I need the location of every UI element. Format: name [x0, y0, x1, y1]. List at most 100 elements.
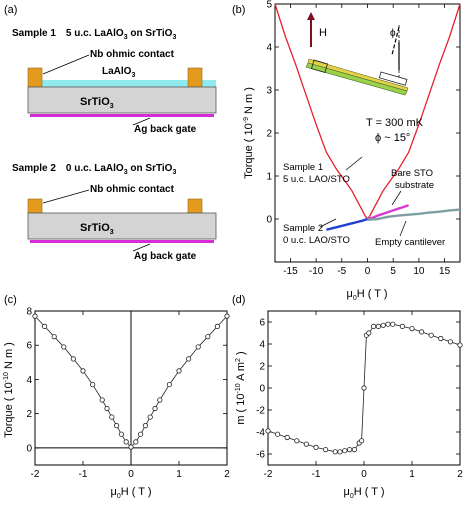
panel-d-point	[337, 449, 343, 455]
panel-b-ylabel: Torque ( 10-9 N m )	[243, 87, 255, 179]
panel-d-point	[366, 330, 372, 336]
panel-c-ytick-label: 2	[26, 409, 32, 420]
panel-c-point	[186, 356, 192, 362]
panel-d-point	[390, 321, 396, 327]
panel-d-xtick-label: 0	[361, 469, 367, 480]
panel-c-point	[157, 397, 163, 403]
panel-c-point	[123, 439, 129, 445]
panel-d-ytick-label: -4	[256, 428, 265, 439]
panel-c-point	[32, 313, 38, 319]
bare-sto-annotation-line1: Bare STO	[391, 168, 433, 179]
panel-d-axis-ticks: -2 -1 0 1 2 -6 -4 -2 0 2 4 6	[256, 311, 463, 480]
panel-d-point	[428, 332, 434, 338]
sample1-ag-gate	[30, 114, 214, 117]
panel-d-point	[358, 438, 365, 444]
panel-d-ytick-label: 4	[259, 340, 265, 351]
panel-d-point	[438, 335, 444, 342]
sample2-substrate-label: SrTiO3	[80, 222, 114, 236]
sample2-contact-label: Nb ohmic contact	[90, 184, 175, 195]
inset-tilted-dashed	[391, 26, 400, 56]
panel-d-point	[361, 385, 367, 391]
panel-d-point	[274, 431, 281, 437]
panel-b-xtick-label: -10	[309, 266, 324, 277]
panel-c-series	[32, 311, 230, 465]
temperature-annotation: T = 300 mK	[366, 117, 424, 129]
panel-c-point	[41, 323, 48, 329]
sample2-annotation-line1: Sample 2	[283, 223, 323, 234]
panel-c-point	[166, 381, 172, 388]
panel-b-xtick-label: 15	[439, 266, 451, 277]
panel-b-series-line-1	[326, 217, 368, 231]
panel-d-point	[342, 448, 348, 454]
panel-b-ytick-label: 4	[266, 43, 272, 54]
panel-c-point	[109, 414, 115, 420]
panel-d-xlabel: μ0H ( T )	[343, 486, 384, 500]
panel-b-series-line-2	[367, 204, 409, 221]
sample2-gate-pointer	[132, 243, 151, 252]
panel-d-point	[399, 323, 405, 329]
sample1-contact-left	[27, 67, 43, 88]
panel-c-xlabel: μ0H ( T )	[110, 486, 151, 500]
panel-c-xtick-label: -2	[31, 469, 40, 480]
panel-d-point	[346, 446, 353, 453]
panel-d-xtick-label: -2	[264, 469, 273, 480]
panel-d-point	[265, 428, 271, 434]
panel-c-axis-ticks: -2 -1 0 1 2 0 2 4 6 8	[26, 307, 230, 481]
panel-b-xtick-label: -5	[337, 266, 346, 277]
angle-annotation: ϕ ~ 15°	[375, 132, 410, 144]
sample1-contact-right	[187, 67, 203, 88]
panel-b-ytick-label: 1	[266, 172, 272, 183]
panel-b-xtick-label: 0	[365, 266, 371, 277]
cantilever-electrode	[378, 71, 408, 86]
panel-d-ytick-label: 2	[259, 362, 265, 373]
panel-c-point	[114, 423, 120, 429]
panel-c-point	[90, 381, 96, 388]
panel-c-point	[118, 431, 125, 437]
panel-c-ytick-label: 4	[26, 375, 32, 386]
panel-d-ytick-label: -6	[256, 450, 265, 461]
panel-c-point	[80, 368, 86, 374]
panel-c-ytick-label: 0	[26, 443, 32, 454]
panel-c-point	[70, 356, 77, 362]
bare-sto-annotation-line2: substrate	[395, 180, 434, 191]
sample1-contact-label: Nb ohmic contact	[90, 49, 175, 60]
empty-cantilever-annotation: Empty cantilever	[375, 237, 445, 248]
cantilever-plate-bottom	[305, 62, 408, 96]
cantilever-inset: H ϕ	[305, 12, 409, 96]
panel-b-xtick-label: 5	[390, 266, 396, 277]
panel-d-xtick-label: -1	[312, 469, 321, 480]
panel-b-ytick-label: 0	[266, 215, 272, 226]
panel-c-xtick-label: 0	[128, 469, 134, 480]
panel-d-point	[370, 323, 377, 329]
panel-d-point	[418, 329, 425, 335]
panel-d-point	[332, 449, 338, 455]
panel-d-ytick-label: -2	[256, 406, 265, 417]
sample1-layer-label: LaAlO3	[102, 66, 135, 79]
sample2-sto-substrate	[27, 212, 217, 240]
panel-d-point	[385, 321, 391, 327]
panel-d-point	[375, 323, 381, 329]
panel-c-point	[133, 439, 139, 445]
panel-c-point	[99, 397, 105, 403]
panel-d-point	[409, 325, 415, 332]
panel-b-ytick-label: 2	[266, 129, 272, 140]
panel-c-point	[224, 313, 230, 319]
panel-c-ytick-label: 8	[26, 307, 32, 318]
panel-d-point	[313, 444, 319, 450]
sample1-substrate-label: SrTiO3	[80, 96, 114, 110]
panel-d-ytick-label: 0	[259, 384, 265, 395]
panel-c-point	[195, 344, 201, 350]
panel-c-point	[61, 344, 67, 350]
bare-sto-annotation-pointer	[391, 190, 402, 206]
panel-c-point	[104, 405, 110, 412]
panel-b-axis-ticks: -15 -10 -5 0 5 10 15 0 1 2 3 4 5	[266, 0, 460, 277]
panel-c-point	[128, 444, 134, 450]
panel-d-ylabel: m ( 10-10 A m2 )	[235, 351, 247, 424]
panel-d-point	[457, 342, 463, 348]
sample2-gate-label: Ag back gate	[134, 251, 197, 262]
panel-c-point	[142, 423, 148, 429]
sample1-annotation-line2: 5 u.c. LAO/STO	[283, 174, 350, 185]
sample2-annotation-pointer	[319, 218, 337, 228]
